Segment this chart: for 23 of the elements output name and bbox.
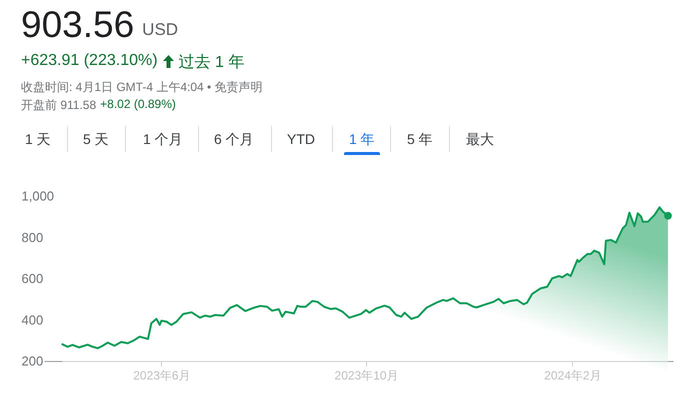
text: 开盘前 911.58	[21, 97, 96, 114]
text: +623.91 (223.10%)	[21, 52, 158, 70]
y-tick-label: 800	[22, 230, 44, 245]
y-tick-label: 600	[22, 271, 44, 286]
y-tick-label: 400	[22, 312, 44, 328]
chart-title: 903.56	[21, 4, 134, 46]
x-tick-label: 2023年6月	[133, 368, 191, 382]
text: 1 年	[349, 131, 375, 149]
text: 过去 1 年	[178, 52, 244, 73]
text: 1 天	[25, 131, 51, 149]
text: 6 个月	[214, 131, 254, 149]
text: YTD	[287, 131, 315, 147]
text: +8.02 (0.89%)	[100, 97, 176, 111]
x-tick-label: 2024年2月	[544, 368, 602, 382]
y-tick-label: 200	[22, 354, 44, 368]
text: 5 年	[407, 131, 433, 149]
y-tick-label: 1,000	[22, 188, 54, 204]
text: 5 天	[83, 131, 109, 149]
x-tick-label: 2023年10月	[334, 368, 399, 382]
text: 收盘时间: 4月1日 GMT-4 上午4:04 • 免责声明	[21, 79, 263, 96]
text: 1 个月	[143, 131, 183, 149]
chart-subtitle: USD	[142, 20, 178, 40]
text: 最大	[466, 131, 494, 149]
